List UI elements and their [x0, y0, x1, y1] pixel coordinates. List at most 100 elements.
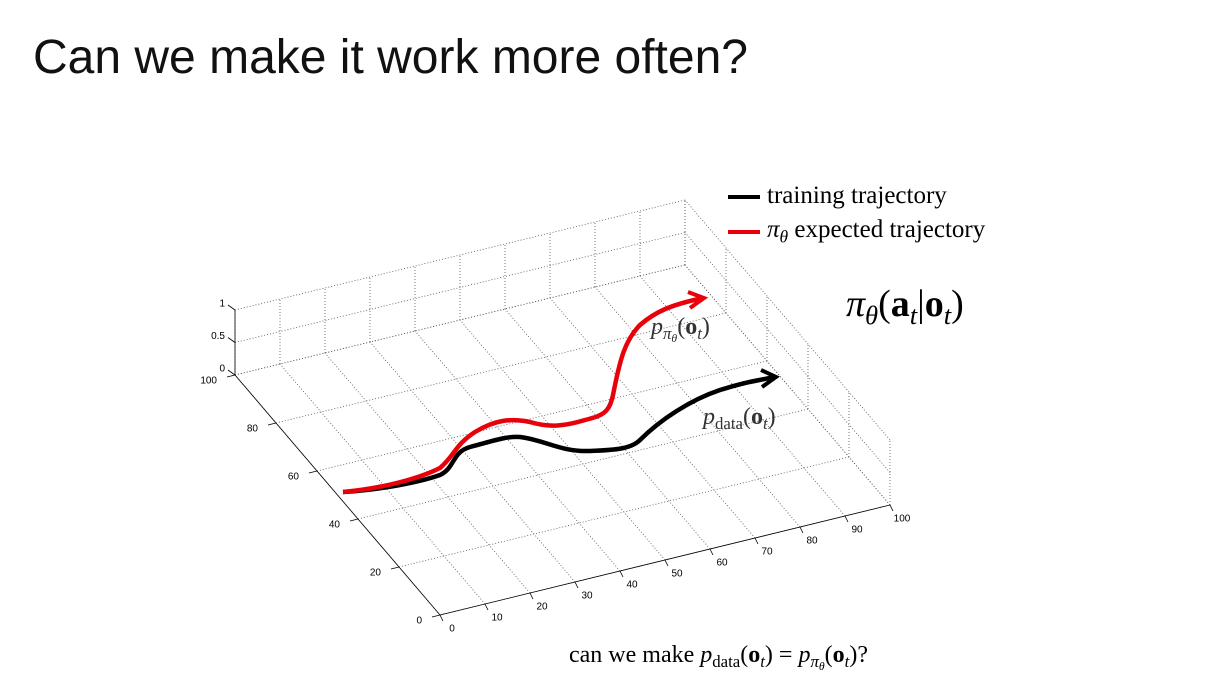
- symbol: ?: [857, 642, 868, 668]
- symbol: t: [697, 324, 702, 344]
- y-tick-label: 0: [416, 616, 422, 627]
- legend-label: training trajectory: [767, 182, 947, 209]
- x-tick-label: 100: [894, 514, 911, 525]
- axis-line: [754, 537, 759, 545]
- axis-line: [709, 548, 714, 556]
- axis-line: [227, 337, 236, 343]
- x-tick-label: 40: [626, 580, 638, 591]
- grid-line: [357, 408, 809, 520]
- symbol: t: [762, 414, 768, 434]
- axis-line: [844, 515, 849, 523]
- symbol: t: [760, 652, 765, 672]
- text: expected trajectory: [788, 216, 986, 243]
- axis-line: [227, 369, 236, 376]
- axis-line: [431, 614, 441, 618]
- axis-line: [619, 570, 624, 578]
- symbol: o: [924, 283, 944, 325]
- symbol: θ: [671, 331, 678, 345]
- symbol: a: [890, 283, 910, 325]
- arrow-head: [687, 290, 709, 310]
- y-tick-label: 20: [370, 568, 382, 579]
- symbol: θ: [779, 226, 789, 247]
- symbol: (: [742, 404, 751, 430]
- grid-line: [316, 360, 768, 472]
- policy-trajectory: [342, 295, 704, 495]
- symbol: p: [651, 314, 663, 340]
- text: can we make: [569, 642, 701, 668]
- symbol: o: [685, 314, 698, 340]
- symbol: π: [767, 216, 780, 243]
- y-tick-label: 80: [247, 424, 259, 435]
- grid-line: [504, 308, 711, 550]
- symbol: ): [849, 642, 858, 668]
- symbol: ): [701, 314, 710, 340]
- x-tick-label: 70: [761, 547, 773, 558]
- axis-line: [799, 526, 804, 534]
- symbol: data: [715, 414, 743, 434]
- axis-line: [664, 559, 669, 567]
- symbol: t: [909, 299, 918, 330]
- axis-line: [226, 374, 236, 378]
- symbol: p: [703, 404, 715, 430]
- axis-line: [484, 603, 489, 611]
- grid-line: [369, 341, 576, 583]
- symbol: ): [951, 283, 964, 325]
- x-tick-label: 90: [851, 525, 863, 536]
- symbol: t: [844, 652, 850, 672]
- caption: can we make pdata(ot) = pπθ(ot)?: [569, 642, 868, 673]
- symbol: ): [764, 642, 773, 668]
- symbol: θ: [818, 659, 825, 673]
- symbol: (: [878, 283, 891, 325]
- symbol: o: [750, 404, 763, 430]
- grid-line: [234, 199, 686, 311]
- x-tick-label: 10: [491, 613, 503, 624]
- axis-line: [889, 504, 894, 512]
- axis-line: [349, 518, 359, 522]
- axis-line: [234, 374, 441, 616]
- axis-line: [227, 304, 236, 311]
- axis-line: [308, 470, 318, 474]
- grid-line: [639, 275, 846, 517]
- x-tick-label: 50: [671, 569, 683, 580]
- arrow-head: [760, 368, 780, 389]
- policy-formula: πθ(at|ot): [846, 282, 964, 331]
- z-tick-label: 1: [219, 299, 225, 310]
- x-tick-label: 80: [806, 536, 818, 547]
- y-tick-label: 60: [288, 472, 300, 483]
- axis-line: [390, 566, 400, 570]
- symbol: θ: [865, 299, 879, 330]
- grid-line: [234, 232, 686, 343]
- z-tick-label: 0.5: [211, 331, 225, 342]
- grid-line: [234, 264, 686, 376]
- grid-line: [398, 456, 850, 568]
- axis-line: [439, 614, 444, 622]
- axis-line: [574, 581, 579, 589]
- symbol: o: [832, 642, 845, 668]
- x-tick-label: 60: [716, 558, 728, 569]
- training-trajectory: [342, 374, 776, 495]
- symbol: t: [943, 299, 952, 330]
- symbol: p: [700, 642, 713, 668]
- y-tick-label: 40: [329, 520, 341, 531]
- symbol: data: [712, 652, 741, 672]
- grid-line: [684, 232, 891, 473]
- axis-line: [529, 592, 534, 600]
- symbol: p: [798, 642, 811, 668]
- legend-label: πθ expected trajectory: [767, 216, 985, 247]
- policy-label: pπθ(ot): [651, 314, 710, 345]
- symbol: ): [767, 404, 776, 430]
- x-tick-label: 30: [581, 591, 593, 602]
- x-tick-label: 0: [449, 624, 455, 635]
- slide-title: Can we make it work more often?: [33, 31, 748, 84]
- y-tick-label: 100: [200, 376, 217, 387]
- symbol: (: [824, 642, 833, 668]
- symbol: (: [740, 642, 749, 668]
- symbol: π: [846, 283, 866, 325]
- axis-line: [267, 422, 277, 426]
- symbol: (: [677, 314, 686, 340]
- data-label: pdata(ot): [703, 404, 776, 434]
- z-tick-label: 0: [219, 364, 225, 375]
- x-tick-label: 20: [536, 602, 548, 613]
